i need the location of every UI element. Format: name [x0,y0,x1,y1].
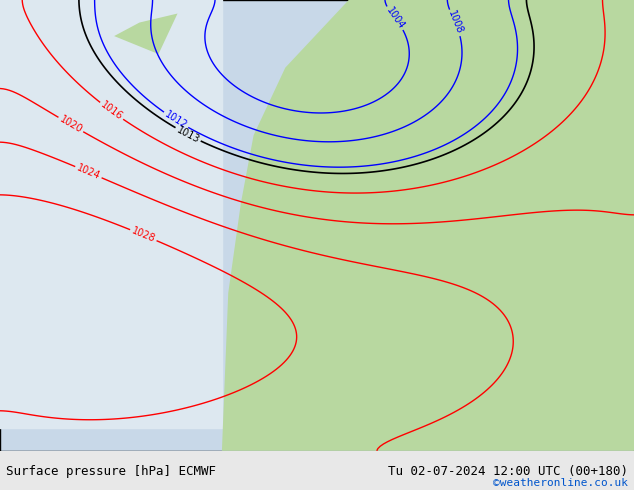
Text: 1024: 1024 [75,163,101,182]
Polygon shape [114,14,178,54]
Text: Surface pressure [hPa] ECMWF: Surface pressure [hPa] ECMWF [6,465,216,478]
Text: 1020: 1020 [58,114,84,135]
Polygon shape [222,0,634,451]
Text: 1013: 1013 [175,124,201,145]
Text: 1008: 1008 [446,9,465,36]
Text: ©weatheronline.co.uk: ©weatheronline.co.uk [493,478,628,488]
Text: 1016: 1016 [99,100,124,122]
Text: 1012: 1012 [163,109,189,131]
Text: 1028: 1028 [130,226,157,245]
Text: Tu 02-07-2024 12:00 UTC (00+180): Tu 02-07-2024 12:00 UTC (00+180) [387,465,628,478]
Text: 1004: 1004 [384,5,406,31]
Polygon shape [349,0,495,126]
FancyBboxPatch shape [0,0,634,451]
